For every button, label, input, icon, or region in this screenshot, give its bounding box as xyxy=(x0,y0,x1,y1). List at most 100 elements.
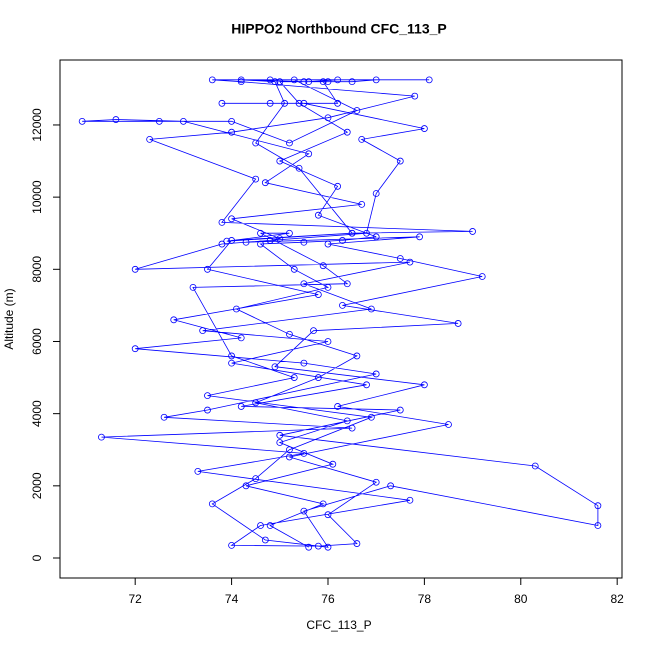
y-tick-label: 6000 xyxy=(30,328,44,355)
data-point xyxy=(319,500,327,508)
data-point xyxy=(179,117,187,125)
data-point xyxy=(228,128,235,136)
data-point xyxy=(228,352,235,360)
data-point xyxy=(324,78,332,86)
x-tick-label: 82 xyxy=(611,592,625,606)
data-point xyxy=(324,511,332,519)
data-point xyxy=(396,406,404,414)
data-point xyxy=(300,238,308,246)
data-point xyxy=(237,76,245,84)
x-tick-label: 74 xyxy=(225,592,239,606)
data-point xyxy=(343,128,351,136)
data-point xyxy=(290,374,298,381)
data-point xyxy=(324,543,332,551)
data-point xyxy=(218,240,226,248)
data-point xyxy=(237,403,245,410)
data-point xyxy=(334,76,342,84)
data-point xyxy=(290,265,298,273)
y-tick-label: 2000 xyxy=(30,472,44,499)
data-point xyxy=(305,150,313,158)
data-point xyxy=(372,370,380,378)
data-point xyxy=(112,116,120,123)
x-tick-label: 78 xyxy=(418,592,432,606)
data-point xyxy=(276,157,284,165)
data-point xyxy=(334,99,342,107)
x-tick-label: 80 xyxy=(514,592,528,606)
data-point xyxy=(78,117,86,125)
data-point xyxy=(295,99,303,107)
data-point xyxy=(228,117,235,125)
data-point xyxy=(237,78,245,86)
data-point xyxy=(204,392,211,400)
data-point xyxy=(372,76,380,84)
data-point xyxy=(305,78,313,86)
data-point xyxy=(271,363,279,371)
x-axis-label: CFC_113_P xyxy=(306,618,371,632)
data-point xyxy=(98,433,105,441)
data-point xyxy=(367,413,375,421)
data-point xyxy=(300,359,308,367)
data-point xyxy=(286,139,293,147)
data-point xyxy=(324,114,332,122)
data-point xyxy=(300,99,308,107)
data-point xyxy=(290,76,298,84)
data-point xyxy=(252,175,260,183)
data-point xyxy=(237,334,245,342)
data-point xyxy=(594,522,602,529)
data-point xyxy=(286,453,293,461)
data-point xyxy=(252,475,260,483)
data-point xyxy=(286,446,293,454)
data-point xyxy=(358,135,366,143)
data-point xyxy=(204,406,211,414)
data-point xyxy=(300,449,308,457)
data-point xyxy=(228,359,235,367)
data-point xyxy=(425,76,433,84)
chart-title: HIPPO2 Northbound CFC_113_P xyxy=(231,21,446,37)
data-point xyxy=(261,179,269,187)
data-point xyxy=(286,330,293,338)
data-point xyxy=(300,78,308,86)
data-point xyxy=(334,182,342,190)
data-point xyxy=(314,291,322,298)
data-point xyxy=(131,345,139,353)
data-point xyxy=(319,262,327,270)
data-point xyxy=(257,229,264,237)
data-point xyxy=(252,139,260,147)
y-tick-label: 4000 xyxy=(30,400,44,427)
data-point xyxy=(310,327,317,335)
data-point xyxy=(271,78,279,86)
data-point xyxy=(155,117,163,125)
data-point xyxy=(478,273,486,280)
data-point xyxy=(445,421,452,428)
data-point xyxy=(469,228,476,235)
data-point xyxy=(594,502,602,510)
data-point xyxy=(420,381,428,389)
data-point xyxy=(204,265,211,273)
data-point xyxy=(372,478,380,486)
data-point xyxy=(363,381,370,389)
data-point xyxy=(314,211,322,219)
data-point xyxy=(131,265,139,273)
data-point xyxy=(266,99,274,107)
data-point xyxy=(228,215,235,223)
y-axis-label: Altitude (m) xyxy=(2,288,16,349)
data-point xyxy=(223,237,231,245)
data-point xyxy=(170,316,178,324)
y-tick-label: 10000 xyxy=(30,180,44,214)
data-point xyxy=(300,507,308,515)
data-point xyxy=(372,190,380,197)
data-point xyxy=(266,76,274,84)
data-point xyxy=(353,107,361,114)
data-point xyxy=(454,320,462,327)
data-point xyxy=(218,218,226,226)
data-point xyxy=(252,399,260,407)
data-point xyxy=(358,200,366,208)
x-tick-label: 76 xyxy=(321,592,335,606)
data-point xyxy=(319,78,327,86)
data-point xyxy=(348,229,356,237)
data-point xyxy=(194,467,202,475)
y-tick-label: 12000 xyxy=(30,108,44,142)
data-point xyxy=(242,238,250,246)
data-point xyxy=(228,237,235,244)
